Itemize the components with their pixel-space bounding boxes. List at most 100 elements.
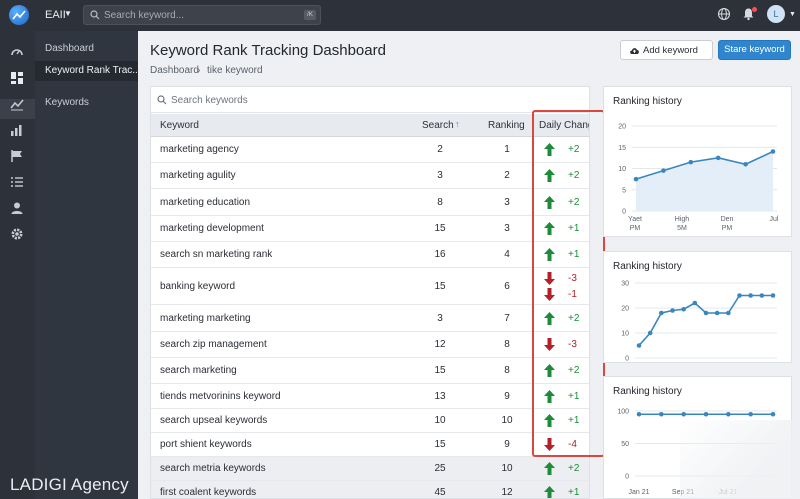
arrow-down-icon <box>544 288 555 301</box>
chevron-down-icon[interactable]: ▼ <box>789 11 796 18</box>
globe-icon[interactable] <box>717 7 731 21</box>
sidebar-item-dashboard[interactable]: Dashboard <box>45 43 94 54</box>
data-point <box>770 411 776 417</box>
list-icon[interactable] <box>10 175 24 189</box>
ranking-cell: 7 <box>504 313 510 324</box>
app-logo[interactable] <box>9 5 29 25</box>
sidebar: Dashboard Keyword Rank Trac... Keywords <box>35 31 141 499</box>
ranking-history-chart-3: 0 50 100 Jan 21 Sep 21 Jul 21 <box>617 409 777 496</box>
daily-change-value: -1 <box>568 289 577 300</box>
x-tick-label: High <box>675 216 690 223</box>
series-line <box>635 150 774 180</box>
add-keyword-button[interactable]: Add keyword <box>620 40 713 60</box>
daily-change-value: +2 <box>568 170 580 181</box>
breadcrumb-dashboard[interactable]: Dashboard <box>150 65 199 76</box>
y-tick-label: 100 <box>617 409 629 416</box>
table-row[interactable]: marketing marketing 3 7 +2 <box>151 305 589 332</box>
stare-keyword-button[interactable]: Stare keyword <box>718 40 791 60</box>
gear-icon[interactable] <box>10 227 24 241</box>
chevron-down-icon[interactable]: ▼ <box>64 9 72 18</box>
keyword-cell: marketing agulity <box>160 170 236 181</box>
chart-plot-area: 0 10 20 30 <box>621 281 777 362</box>
workspace-selector[interactable]: EAII <box>45 9 66 21</box>
sidebar-item-keyword-rank-tracking[interactable]: Keyword Rank Trac... <box>45 65 141 76</box>
y-tick-label: 20 <box>621 306 629 313</box>
keyword-search-input[interactable] <box>171 93 471 107</box>
chart-title: Ranking history <box>613 386 682 397</box>
table-row[interactable]: search upseal keywords 10 10 +1 <box>151 409 589 433</box>
arrow-up-icon <box>544 364 555 377</box>
table-row[interactable]: first coalent keywords 45 12 +1 <box>151 481 589 498</box>
line-chart-icon[interactable] <box>10 97 24 111</box>
column-header-ranking[interactable]: Ranking <box>488 120 525 131</box>
daily-change-value: +1 <box>568 223 580 234</box>
global-search-input[interactable] <box>104 9 294 22</box>
cloud-upload-icon <box>630 48 639 54</box>
table-row[interactable]: search metria keywords 25 10 +2 <box>151 457 589 481</box>
search-volume-cell: 15 <box>434 365 446 376</box>
chart-plot-area: 0 5 10 15 20 <box>618 124 777 216</box>
data-point <box>659 411 664 417</box>
data-point <box>661 168 666 173</box>
x-tick-label: PM <box>722 225 733 232</box>
breadcrumb-current: tike keyword <box>207 65 263 76</box>
global-search[interactable]: /K <box>83 5 321 25</box>
ranking-cell: 10 <box>501 415 513 426</box>
search-volume-cell: 2 <box>437 144 443 155</box>
sort-ascending-icon[interactable]: ↑ <box>455 119 460 129</box>
table-row[interactable]: search sn marketing rank 16 4 +1 <box>151 242 589 268</box>
column-header-daily-change[interactable]: Daily Change <box>539 120 589 131</box>
keyword-cell: marketing education <box>160 197 251 208</box>
user-icon[interactable] <box>10 201 24 215</box>
data-point <box>681 306 686 312</box>
y-tick-label: 15 <box>618 145 626 152</box>
arrow-up-icon <box>544 486 555 498</box>
y-tick-label: 0 <box>625 474 629 481</box>
keyword-cell: search upseal keywords <box>160 415 268 426</box>
search-volume-cell: 13 <box>434 391 446 402</box>
avatar[interactable]: L <box>767 5 785 23</box>
rail-active-indicator <box>0 99 35 119</box>
arrow-up-icon <box>544 390 555 403</box>
table-row[interactable]: tiends metvorinins keyword 13 9 +1 <box>151 384 589 409</box>
column-header-keyword[interactable]: Keyword <box>160 120 199 131</box>
y-tick-label: 0 <box>622 209 626 216</box>
table-row[interactable]: marketing development 15 3 +1 <box>151 216 589 242</box>
sidebar-item-keywords[interactable]: Keywords <box>45 97 89 108</box>
series-area <box>636 151 773 211</box>
table-row[interactable]: search marketing 15 8 +2 <box>151 358 589 384</box>
ranking-cell: 9 <box>504 439 510 450</box>
chart-title: Ranking history <box>613 261 682 272</box>
table-row[interactable]: search zip management 12 8 -3 <box>151 332 589 358</box>
flag-icon[interactable] <box>10 149 24 163</box>
bell-icon[interactable] <box>742 7 755 21</box>
table-row[interactable]: marketing education 8 3 +2 <box>151 189 589 216</box>
search-volume-cell: 10 <box>434 415 446 426</box>
daily-change-value: +2 <box>568 313 580 324</box>
ranking-cell: 2 <box>504 170 510 181</box>
keyword-cell: search metria keywords <box>160 463 266 474</box>
table-row[interactable]: banking keyword 15 6 -3 -1 <box>151 268 589 305</box>
data-point <box>670 308 675 313</box>
data-point <box>726 310 731 316</box>
ranking-cell: 1 <box>504 144 510 155</box>
add-keyword-label: Add keyword <box>643 45 698 56</box>
table-row[interactable]: marketing agency 2 1 +2 <box>151 137 589 163</box>
keyword-search[interactable] <box>151 87 589 113</box>
daily-change-value: +1 <box>568 487 580 498</box>
notification-dot <box>752 7 757 12</box>
bar-chart-icon[interactable] <box>10 123 24 137</box>
keyword-cell: first coalent keywords <box>160 487 257 498</box>
column-header-search[interactable]: Search <box>422 120 454 131</box>
data-point <box>647 330 653 336</box>
data-point <box>681 411 686 417</box>
search-icon <box>157 95 167 105</box>
gauge-icon[interactable] <box>10 45 24 59</box>
ranking-history-card-1: Ranking history 0 5 10 15 20 Yaet PM High 5M Den P… <box>603 86 792 237</box>
table-row[interactable]: port shient keywords 15 9 -4 <box>151 433 589 457</box>
dashboard-icon[interactable] <box>10 71 24 85</box>
search-volume-cell: 12 <box>434 339 446 350</box>
y-tick-label: 20 <box>618 124 626 131</box>
ranking-history-card-3: Ranking history 0 50 100 Jan 21 Sep 21 Jul 21 <box>603 376 792 499</box>
table-row[interactable]: marketing agulity 3 2 +2 <box>151 163 589 189</box>
